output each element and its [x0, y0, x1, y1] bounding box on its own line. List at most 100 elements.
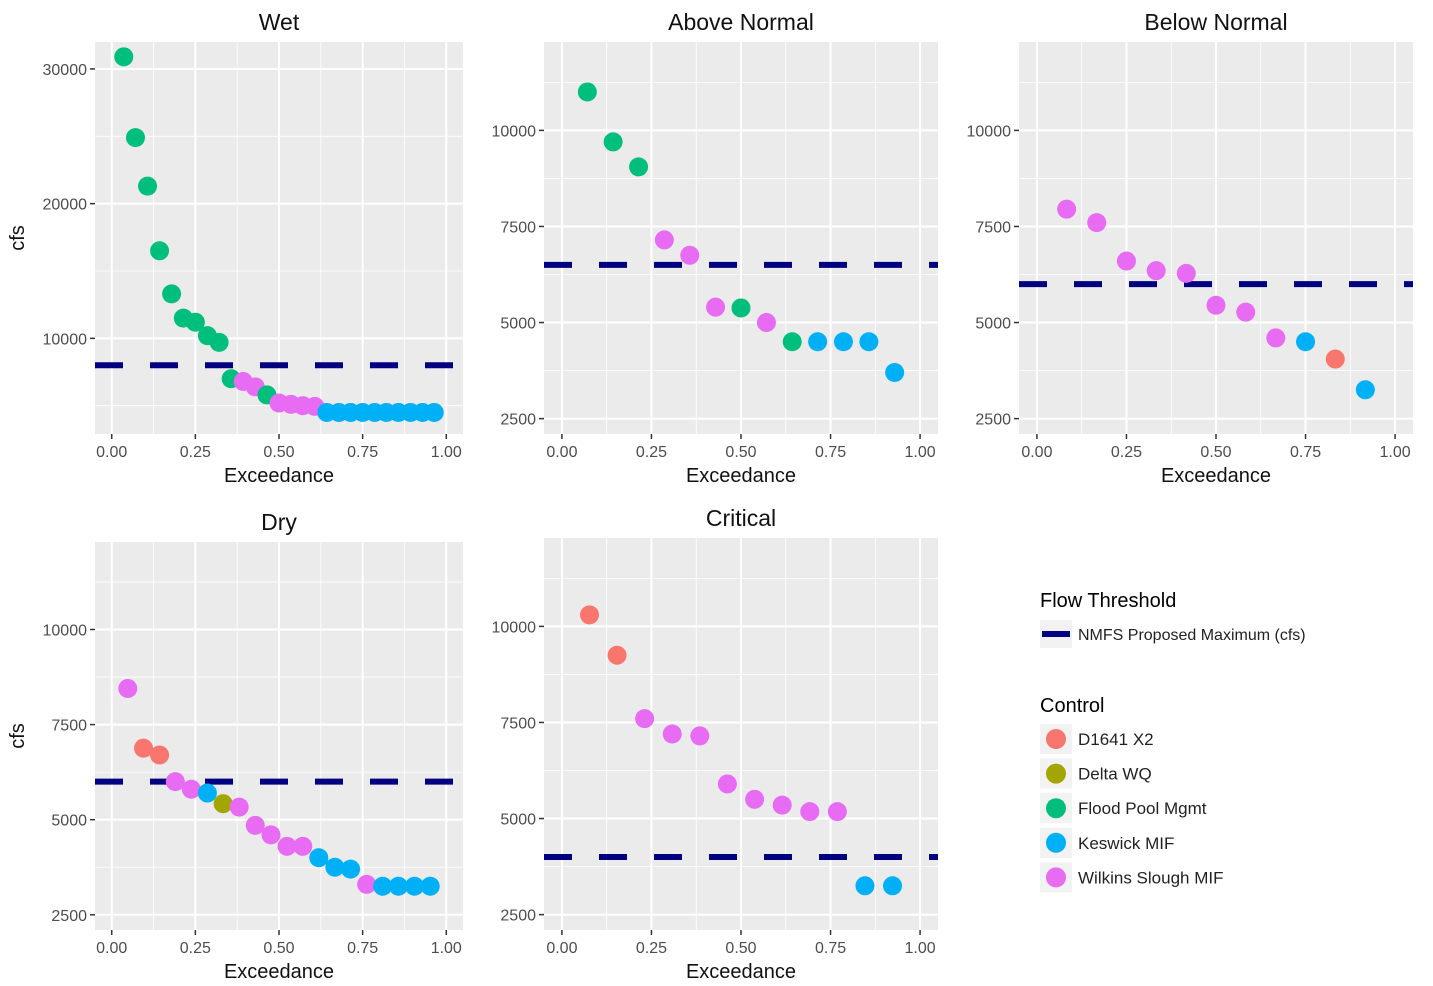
data-point	[607, 645, 627, 665]
legend-control-section: Control D1641 X2 Delta WQ Flood Pool Mgmt K…	[1040, 695, 1223, 893]
x-tick-label: 0.75	[815, 444, 846, 461]
data-point	[165, 772, 185, 792]
data-point	[833, 332, 853, 352]
data-point	[1355, 380, 1375, 400]
y-tick-label: 20000	[43, 197, 88, 214]
y-tick-label: 10000	[492, 123, 537, 140]
data-point	[388, 876, 408, 896]
y-tick-label: 7500	[500, 715, 536, 732]
legend-control-item: Wilkins Slough MIF	[1040, 862, 1223, 893]
y-tick-label: 10000	[43, 622, 88, 639]
x-tick-label: 0.25	[636, 444, 667, 461]
data-point	[706, 297, 726, 317]
x-axis-label: Exceedance	[224, 961, 334, 983]
data-point	[118, 678, 138, 698]
legend-control-label: Delta WQ	[1078, 765, 1152, 784]
data-point	[357, 874, 377, 894]
data-point	[213, 794, 233, 814]
legend-control-label: D1641 X2	[1078, 730, 1154, 749]
data-point	[245, 815, 265, 835]
chart-panels: 0.00 0.25 0.50 0.75 1.00 10000 20000 30000 Wet Ex…	[7, 9, 1413, 983]
data-point	[680, 245, 700, 265]
data-point	[859, 332, 879, 352]
legend-key-dot	[1046, 729, 1066, 749]
legend-key-dot	[1046, 763, 1066, 784]
data-point	[162, 284, 182, 304]
data-point	[185, 312, 205, 332]
x-tick-label: 0.25	[636, 940, 667, 957]
data-point	[373, 876, 393, 896]
legend-control-label: Keswick MIF	[1078, 834, 1174, 853]
x-tick-label: 0.75	[347, 940, 378, 957]
x-tick-label: 0.25	[180, 940, 211, 957]
y-tick-label: 10000	[967, 123, 1012, 140]
data-point	[209, 332, 229, 352]
panel-title: Wet	[259, 9, 300, 35]
y-tick-label: 5000	[500, 812, 536, 829]
y-tick-label: 10000	[43, 331, 88, 348]
x-tick-label: 0.00	[546, 940, 577, 957]
data-point	[420, 876, 440, 896]
data-point	[1116, 251, 1136, 271]
data-point	[717, 774, 737, 794]
panel-title: Critical	[706, 505, 776, 531]
y-axis-label: cfs	[7, 723, 29, 749]
data-point	[1057, 199, 1077, 219]
data-point	[662, 724, 682, 744]
data-point	[635, 709, 655, 729]
x-tick-label: 0.00	[96, 444, 127, 461]
legend-control-item: Keswick MIF	[1040, 827, 1174, 858]
data-point	[690, 726, 710, 746]
x-axis-label: Exceedance	[686, 465, 796, 487]
x-tick-label: 0.00	[546, 444, 577, 461]
data-point	[808, 332, 828, 352]
legend-control-item: D1641 X2	[1040, 724, 1154, 754]
legend-control-label: Flood Pool Mgmt	[1078, 799, 1207, 818]
y-tick-label: 7500	[500, 219, 536, 236]
x-axis-label: Exceedance	[1161, 465, 1271, 487]
x-tick-label: 1.00	[1380, 444, 1411, 461]
data-point	[261, 825, 281, 845]
x-tick-label: 0.00	[1021, 444, 1052, 461]
y-tick-label: 5000	[500, 316, 536, 333]
data-point	[782, 332, 802, 352]
data-point	[579, 605, 599, 625]
legend-key-dot	[1046, 867, 1066, 888]
data-point	[197, 783, 217, 803]
data-point	[150, 241, 170, 261]
data-point	[134, 738, 154, 758]
legend-key-dot	[1046, 832, 1066, 853]
data-point	[1236, 302, 1256, 322]
data-point	[1176, 263, 1196, 283]
y-axis-label: cfs	[7, 225, 29, 251]
legend-control-label: Wilkins Slough MIF	[1078, 868, 1223, 887]
x-tick-label: 0.25	[180, 444, 211, 461]
data-point	[277, 836, 297, 856]
data-point	[114, 47, 134, 67]
x-axis-label: Exceedance	[686, 961, 796, 983]
data-point	[1325, 349, 1345, 369]
x-tick-label: 1.00	[905, 444, 936, 461]
data-point	[800, 802, 820, 822]
data-point	[341, 859, 361, 879]
data-point	[855, 876, 875, 896]
x-tick-label: 0.50	[263, 940, 294, 957]
data-point	[293, 836, 313, 856]
data-point	[603, 132, 623, 152]
y-tick-label: 10000	[492, 619, 537, 636]
y-tick-label: 30000	[43, 62, 88, 79]
data-point	[1087, 213, 1107, 233]
y-tick-label: 7500	[51, 718, 87, 735]
data-point	[229, 797, 249, 817]
legend-control-title: Control	[1040, 695, 1104, 717]
x-tick-label: 0.25	[1111, 444, 1142, 461]
data-point	[745, 789, 765, 809]
data-point	[629, 157, 649, 177]
y-tick-label: 2500	[500, 412, 536, 429]
data-point	[138, 176, 158, 196]
y-tick-label: 7500	[975, 219, 1011, 236]
x-tick-label: 1.00	[431, 940, 462, 957]
y-tick-label: 5000	[975, 316, 1011, 333]
legend-control-item: Flood Pool Mgmt	[1040, 793, 1207, 824]
data-point	[181, 779, 201, 799]
